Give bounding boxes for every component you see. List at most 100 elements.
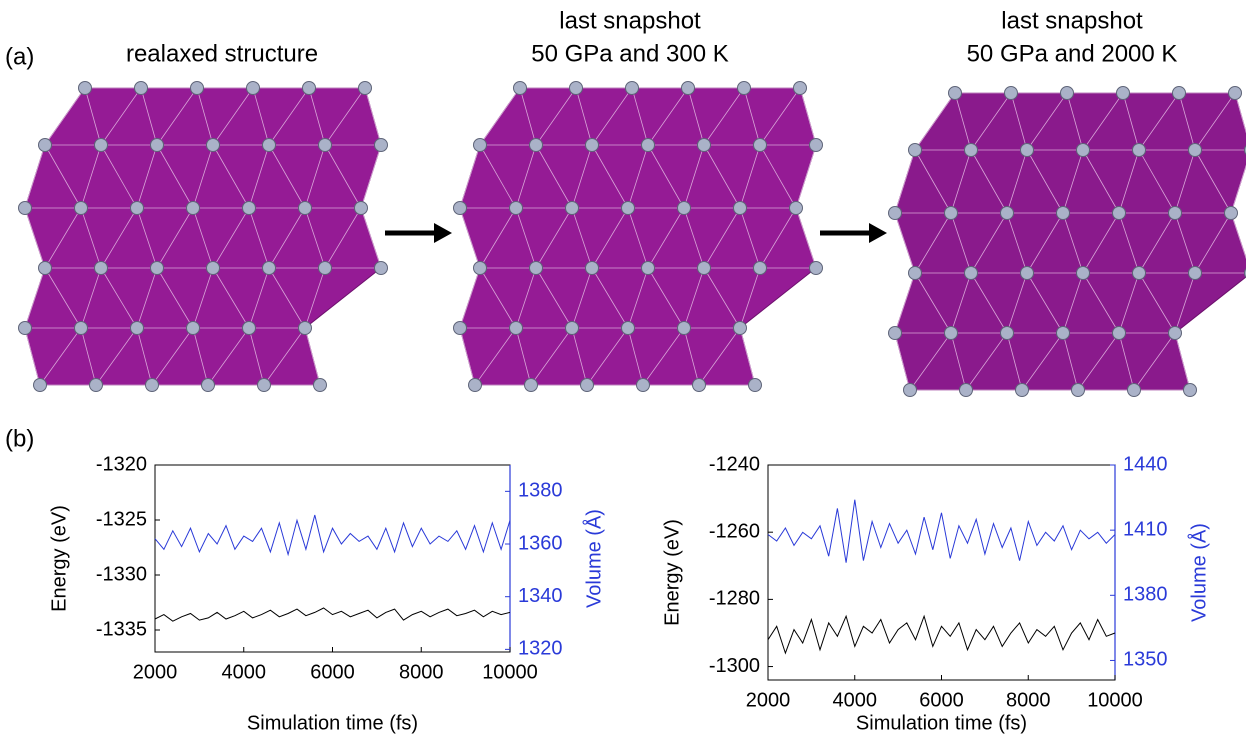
atom [1021,267,1034,280]
structure-title: last snapshot [559,7,701,34]
atom [474,262,487,275]
atom [1184,384,1197,397]
atom [258,379,271,392]
atom [965,144,978,157]
y2-tick-label: 1410 [1123,518,1168,540]
atom [530,262,543,275]
atom [960,384,973,397]
atom [682,82,695,95]
atom [626,82,639,95]
atom [469,379,482,392]
atom [314,379,327,392]
atom [1001,327,1014,340]
atom [530,139,543,152]
atom [734,202,747,215]
atom [79,82,92,95]
atom [146,379,159,392]
x-tick-label: 10000 [482,661,538,683]
atom [678,322,691,335]
atom [949,87,962,100]
atom [1113,327,1126,340]
atom [678,202,691,215]
atom [151,262,164,275]
x-axis-title: Simulation time (fs) [856,712,1027,734]
y-tick-label: -1300 [709,655,760,677]
atom [1057,207,1070,220]
y-tick-label: -1335 [96,618,147,640]
atom [187,322,200,335]
y-tick-label: -1280 [709,588,760,610]
structures [19,82,1246,397]
atom [187,202,200,215]
atom [247,82,260,95]
y-tick-label: -1240 [709,453,760,475]
atom [39,262,52,275]
y-tick-label: -1330 [96,563,147,585]
atom [1133,267,1146,280]
x-tick-label: 8000 [1006,689,1051,711]
atom [1169,327,1182,340]
atom [39,139,52,152]
atom [263,139,276,152]
atom [637,379,650,392]
atom [810,139,823,152]
polyhedra [460,88,816,385]
atom [375,262,388,275]
atom [90,379,103,392]
x-tick-label: 4000 [833,689,878,711]
atom [319,139,332,152]
atom [1229,87,1242,100]
atom [1077,144,1090,157]
y2-tick-label: 1320 [518,638,563,660]
atom [749,379,762,392]
atom [586,139,599,152]
atom [355,202,368,215]
atom [454,322,467,335]
atom [570,82,583,95]
atom [243,202,256,215]
atom [19,322,32,335]
atom [131,322,144,335]
polyhedra [25,88,381,385]
atom [1016,384,1029,397]
atom [698,262,711,275]
atom [738,82,751,95]
atom [34,379,47,392]
y2-tick-label: 1350 [1123,649,1168,671]
atom [945,207,958,220]
atom [790,202,803,215]
y-axis-title: Energy (eV) [48,505,70,612]
x-axis-title: Simulation time (fs) [247,712,418,734]
atom [510,322,523,335]
atom [1061,87,1074,100]
x-tick-label: 2000 [746,689,791,711]
atom [75,202,88,215]
atom [1173,87,1186,100]
x-tick-label: 6000 [919,689,964,711]
atom [359,82,372,95]
atom [191,82,204,95]
atom [474,139,487,152]
x-tick-label: 4000 [222,661,267,683]
atom [1189,267,1202,280]
atom [1169,207,1182,220]
y-axis-title: Energy (eV) [661,519,683,626]
atom [299,202,312,215]
series-line [155,515,510,555]
atom [909,267,922,280]
atom [243,322,256,335]
structure-title: 50 GPa and 2000 K [967,40,1178,67]
y2-tick-label: 1440 [1123,453,1168,475]
atom [1072,384,1085,397]
y2-tick-label: 1380 [518,480,563,502]
atom [299,322,312,335]
y2-axis-title: Volume (Å) [582,509,605,608]
y-tick-label: -1325 [96,508,147,530]
atom [1189,144,1202,157]
atom [622,322,635,335]
atom [810,262,823,275]
atom [1133,144,1146,157]
atom [642,262,655,275]
plot-frame [155,465,510,652]
atom [889,327,902,340]
